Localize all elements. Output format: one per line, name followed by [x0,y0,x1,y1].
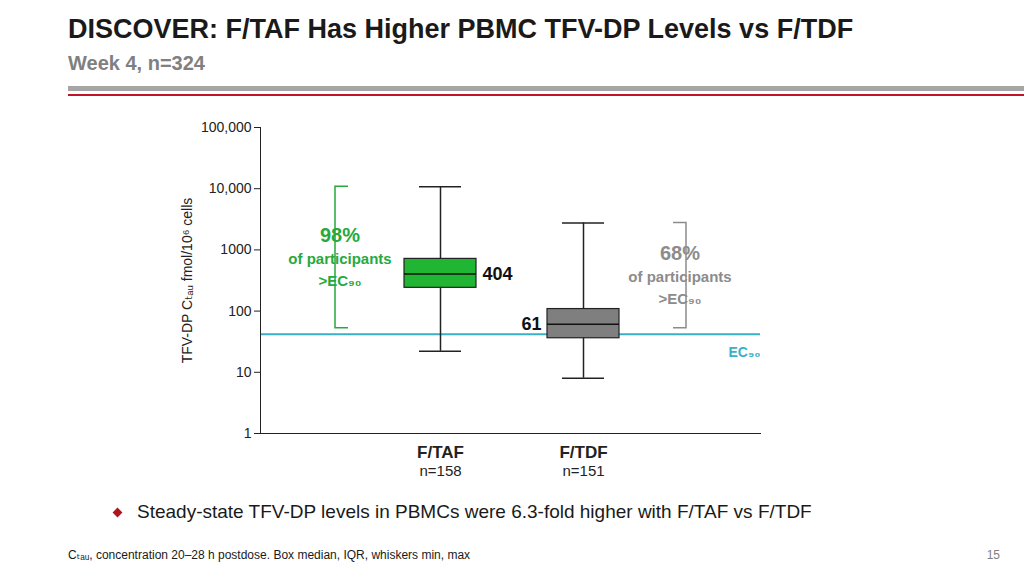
svg-text:10: 10 [236,364,252,380]
svg-text:EC₉₀: EC₉₀ [728,344,760,360]
svg-text:98%: 98% [320,224,360,246]
svg-text:>EC₉₀: >EC₉₀ [318,272,361,289]
html-text:Steady-state TFV-DP levels in: Steady-state TFV-DP levels in PBMCs were… [137,501,812,522]
svg-text:1000: 1000 [220,241,251,257]
svg-text:100: 100 [228,303,252,319]
html-text:15: 15 [986,548,1000,562]
svg-text:10,000: 10,000 [209,180,252,196]
svg-text:>EC₉₀: >EC₉₀ [658,290,701,307]
html-text:Cₜₐᵤ, concentration 20–28 h po: Cₜₐᵤ, concentration 20–28 h postdose. Bo… [68,548,471,562]
svg-text:of participants: of participants [288,250,391,267]
html-text:Week 4, n=324: Week 4, n=324 [68,52,205,74]
svg-text:68%: 68% [660,242,700,264]
svg-text:of participants: of participants [628,268,731,285]
svg-text:61: 61 [521,314,541,334]
svg-text:100,000: 100,000 [201,119,252,135]
svg-text:n=151: n=151 [562,462,604,479]
svg-text:1: 1 [244,425,252,441]
html-text:DISCOVER: F/TAF Has Higher PBM: DISCOVER: F/TAF Has Higher PBMC TFV-DP L… [68,14,854,44]
svg-text:404: 404 [483,264,513,284]
svg-text:n=158: n=158 [419,462,461,479]
svg-text:TFV-DP Cₜₐᵤ fmol/10⁶ cells: TFV-DP Cₜₐᵤ fmol/10⁶ cells [179,198,195,364]
svg-text:F/TAF: F/TAF [417,443,464,462]
svg-text:F/TDF: F/TDF [559,443,607,462]
